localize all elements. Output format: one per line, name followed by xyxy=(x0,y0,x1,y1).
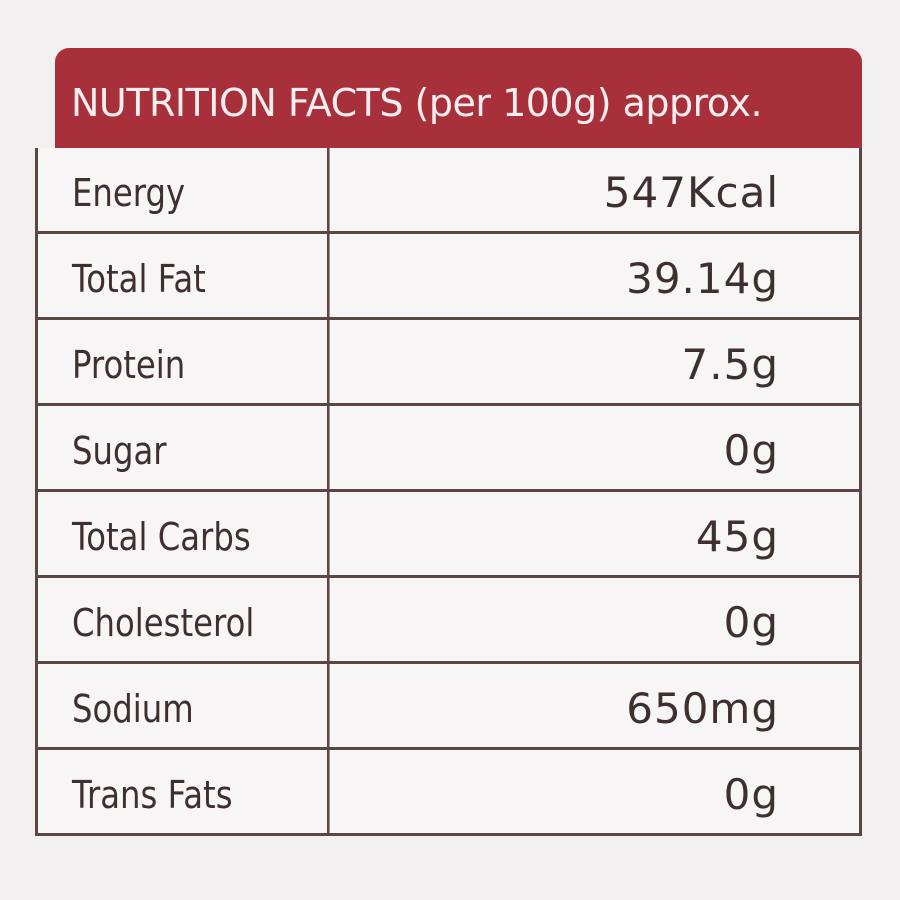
nutrient-amount: 0g xyxy=(723,426,779,475)
table-row: Energy 547Kcal xyxy=(35,148,859,234)
nutrient-amount: 547Kcal xyxy=(603,168,779,217)
nutrient-name: Energy xyxy=(38,148,330,231)
table-row: Protein 7.5g xyxy=(35,320,859,406)
nutrient-name: Total Carbs xyxy=(38,492,330,575)
nutrient-amount: 7.5g xyxy=(681,340,779,389)
nutrient-name: Total Fat xyxy=(38,234,330,317)
nutrient-name: Sugar xyxy=(38,406,330,489)
nutrition-table: Energy 547Kcal Total Fat 39.14g Protein 7.5g S… xyxy=(35,148,862,836)
nutrient-amount: 650mg xyxy=(626,684,779,733)
table-row: Cholesterol 0g xyxy=(35,578,859,664)
header-title: NUTRITION FACTS (per 100g) approx. xyxy=(55,48,862,148)
nutrient-name: Protein xyxy=(38,320,330,403)
table-row: Sodium 650mg xyxy=(35,664,859,750)
nutrient-name: Sodium xyxy=(38,664,330,747)
table-row: Sugar 0g xyxy=(35,406,859,492)
table-row: Total Carbs 45g xyxy=(35,492,859,578)
nutrient-name: Cholesterol xyxy=(38,578,330,661)
nutrient-amount: 39.14g xyxy=(626,254,779,303)
nutrient-amount: 0g xyxy=(723,598,779,647)
nutrient-amount: 0g xyxy=(723,770,779,819)
nutrient-name: Trans Fats xyxy=(38,750,330,833)
nutrient-amount: 45g xyxy=(695,512,779,561)
table-row: Trans Fats 0g xyxy=(35,750,859,836)
table-row: Total Fat 39.14g xyxy=(35,234,859,320)
